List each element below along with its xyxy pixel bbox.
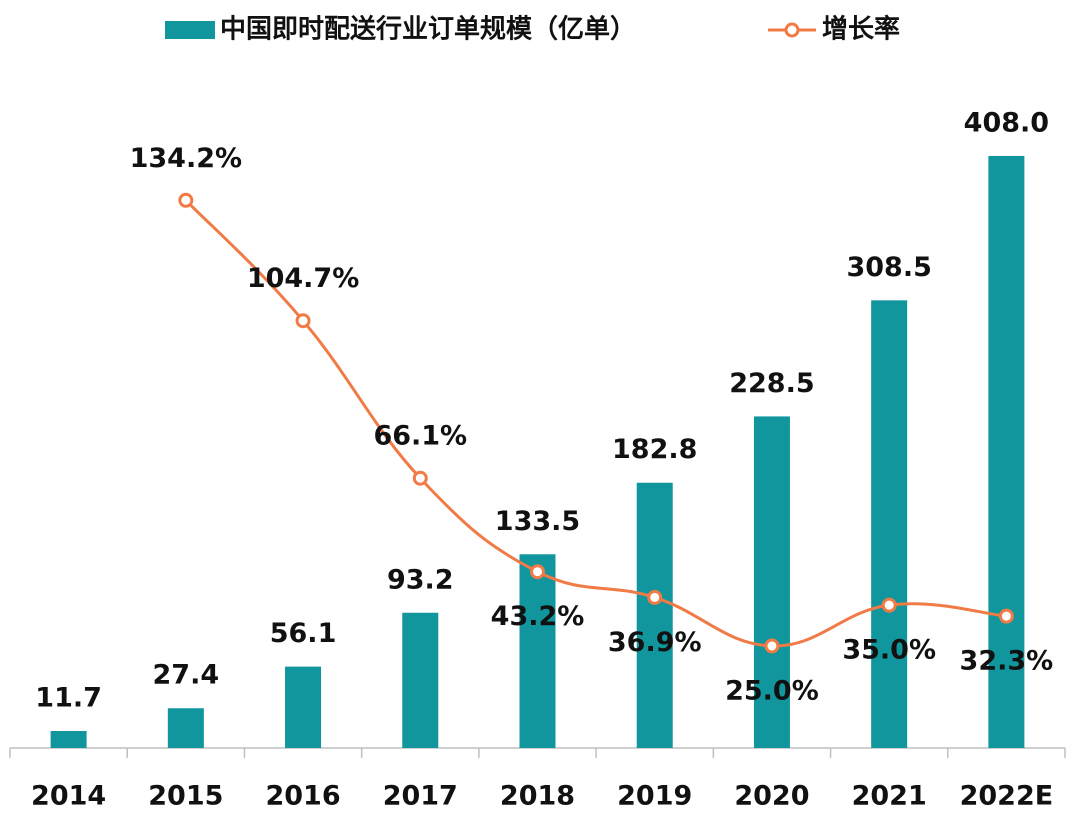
bar-value-label: 182.8 bbox=[612, 434, 697, 465]
x-tick-label: 2017 bbox=[383, 781, 458, 812]
bar-value-label: 27.4 bbox=[153, 660, 220, 691]
bar bbox=[50, 731, 87, 748]
bar bbox=[636, 482, 673, 748]
bar-value-label: 56.1 bbox=[270, 618, 337, 649]
line-marker bbox=[764, 638, 780, 654]
x-tick-label: 2021 bbox=[852, 781, 927, 812]
x-tick-label: 2020 bbox=[734, 781, 809, 812]
bar bbox=[871, 300, 908, 748]
line-value-label: 134.2% bbox=[130, 143, 242, 174]
line-marker bbox=[295, 313, 311, 329]
bar bbox=[285, 666, 322, 748]
line-value-label: 32.3% bbox=[960, 646, 1054, 677]
bar-value-label: 308.5 bbox=[846, 252, 931, 283]
legend-swatch bbox=[784, 22, 800, 38]
bar bbox=[519, 554, 556, 748]
legend-swatch bbox=[165, 21, 215, 39]
bar-value-label: 93.2 bbox=[387, 564, 454, 595]
bar bbox=[988, 155, 1025, 749]
x-tick-label: 2016 bbox=[265, 781, 340, 812]
x-tick-label: 2018 bbox=[500, 781, 575, 812]
line-marker bbox=[178, 192, 194, 208]
line-value-label: 104.7% bbox=[247, 263, 359, 294]
line-marker bbox=[530, 564, 545, 580]
legend-label: 中国即时配送行业订单规模（亿单） bbox=[220, 14, 636, 45]
x-tick-label: 2014 bbox=[31, 781, 106, 812]
bar bbox=[167, 708, 204, 748]
x-tick-label: 2019 bbox=[617, 781, 692, 812]
bar bbox=[402, 612, 439, 748]
line bbox=[184, 199, 1007, 648]
line-value-label: 43.2% bbox=[491, 601, 585, 632]
x-tick-label: 2022E bbox=[960, 781, 1054, 812]
x-tick-label: 2015 bbox=[148, 781, 223, 812]
bar-value-label: 11.7 bbox=[35, 683, 102, 714]
line-value-label: 35.0% bbox=[842, 635, 936, 666]
line-marker bbox=[881, 597, 897, 613]
line-value-label: 36.9% bbox=[608, 627, 702, 658]
legend-label: 增长率 bbox=[822, 14, 900, 45]
line-value-label: 66.1% bbox=[373, 421, 467, 452]
bar-value-label: 133.5 bbox=[495, 506, 580, 537]
bar-value-label: 408.0 bbox=[964, 107, 1049, 138]
bar-value-label: 228.5 bbox=[729, 368, 814, 399]
line-marker bbox=[998, 608, 1014, 624]
line-marker bbox=[412, 470, 428, 486]
line-value-label: 25.0% bbox=[725, 675, 819, 706]
line-marker bbox=[647, 589, 663, 605]
bar bbox=[753, 416, 790, 748]
